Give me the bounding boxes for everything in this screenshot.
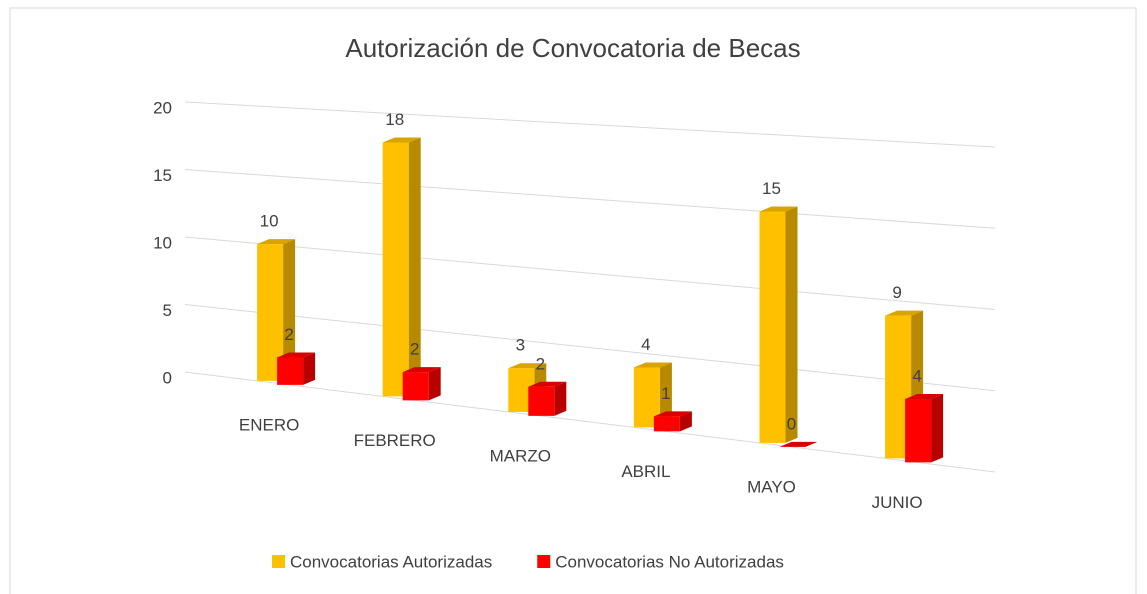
bar-face xyxy=(277,357,304,385)
legend-label: Convocatorias Autorizadas xyxy=(290,552,492,571)
grid-line xyxy=(184,236,996,310)
y-tick-label: 0 xyxy=(163,368,172,387)
data-label: 4 xyxy=(912,366,921,385)
x-tick-label: MAYO xyxy=(747,477,796,496)
grid-line xyxy=(184,169,996,229)
x-tick-label: JUNIO xyxy=(872,493,923,512)
y-tick-label: 20 xyxy=(153,98,172,117)
bar-face xyxy=(653,411,692,417)
grid-line xyxy=(184,371,996,473)
bar-face xyxy=(659,362,672,428)
data-label: 2 xyxy=(536,354,545,373)
x-tick-label: ENERO xyxy=(239,415,299,434)
bar-face xyxy=(653,416,680,432)
legend-label: Convocatorias No Autorizadas xyxy=(555,552,784,571)
bar-face xyxy=(885,315,912,459)
bar-face xyxy=(402,367,441,373)
bar xyxy=(633,362,672,428)
grid-line xyxy=(184,101,996,148)
bar-face xyxy=(633,367,660,428)
data-label: 9 xyxy=(892,283,901,302)
bar-face xyxy=(905,398,932,463)
bar-face xyxy=(257,244,284,381)
data-label: 3 xyxy=(516,336,525,355)
bar-face xyxy=(905,393,944,399)
bar-face xyxy=(554,381,567,416)
y-tick-label: 5 xyxy=(163,301,172,320)
legend-swatch xyxy=(272,555,285,568)
x-tick-label: FEBRERO xyxy=(354,431,436,450)
bar xyxy=(382,137,421,397)
bar-face xyxy=(428,367,441,401)
bar-face xyxy=(759,211,786,443)
x-tick-label: ABRIL xyxy=(621,462,670,481)
bar-face xyxy=(633,362,672,368)
bar-face xyxy=(382,137,421,143)
chart-title: Autorización de Convocatoria de Becas xyxy=(345,33,800,63)
data-label: 0 xyxy=(787,414,796,433)
bar xyxy=(759,206,798,443)
bar-face xyxy=(679,411,692,432)
bar xyxy=(779,441,818,447)
legend-swatch xyxy=(537,555,551,568)
bar xyxy=(653,411,692,432)
bar-face xyxy=(931,393,944,463)
bar-face xyxy=(303,352,316,385)
bar-face xyxy=(508,363,547,369)
data-label: 1 xyxy=(661,384,670,403)
bar-face xyxy=(759,206,798,212)
bar xyxy=(402,367,441,401)
chart-frame xyxy=(9,7,1137,594)
grid-line xyxy=(184,304,996,392)
bar-face xyxy=(779,441,818,447)
bar xyxy=(257,239,296,381)
bar-face xyxy=(402,372,429,401)
bar-face xyxy=(785,206,798,443)
bar xyxy=(277,352,316,385)
bar xyxy=(528,381,567,416)
bar xyxy=(905,393,944,463)
y-tick-label: 15 xyxy=(153,166,172,185)
data-label: 2 xyxy=(284,325,293,344)
bar-face xyxy=(277,352,316,358)
bar-face xyxy=(283,239,296,381)
data-label: 4 xyxy=(641,335,650,354)
bar-face xyxy=(885,310,924,316)
bar-face xyxy=(528,386,555,416)
x-tick-label: MARZO xyxy=(490,446,551,465)
data-label: 18 xyxy=(385,110,404,129)
y-tick-label: 10 xyxy=(153,233,172,252)
bar-face xyxy=(528,381,567,387)
bar-face xyxy=(408,137,421,397)
data-label: 15 xyxy=(762,179,781,198)
bar-face xyxy=(382,142,409,397)
data-label: 10 xyxy=(260,212,279,231)
data-label: 2 xyxy=(410,340,419,359)
bar-face xyxy=(508,368,535,412)
bar-face xyxy=(257,239,296,245)
